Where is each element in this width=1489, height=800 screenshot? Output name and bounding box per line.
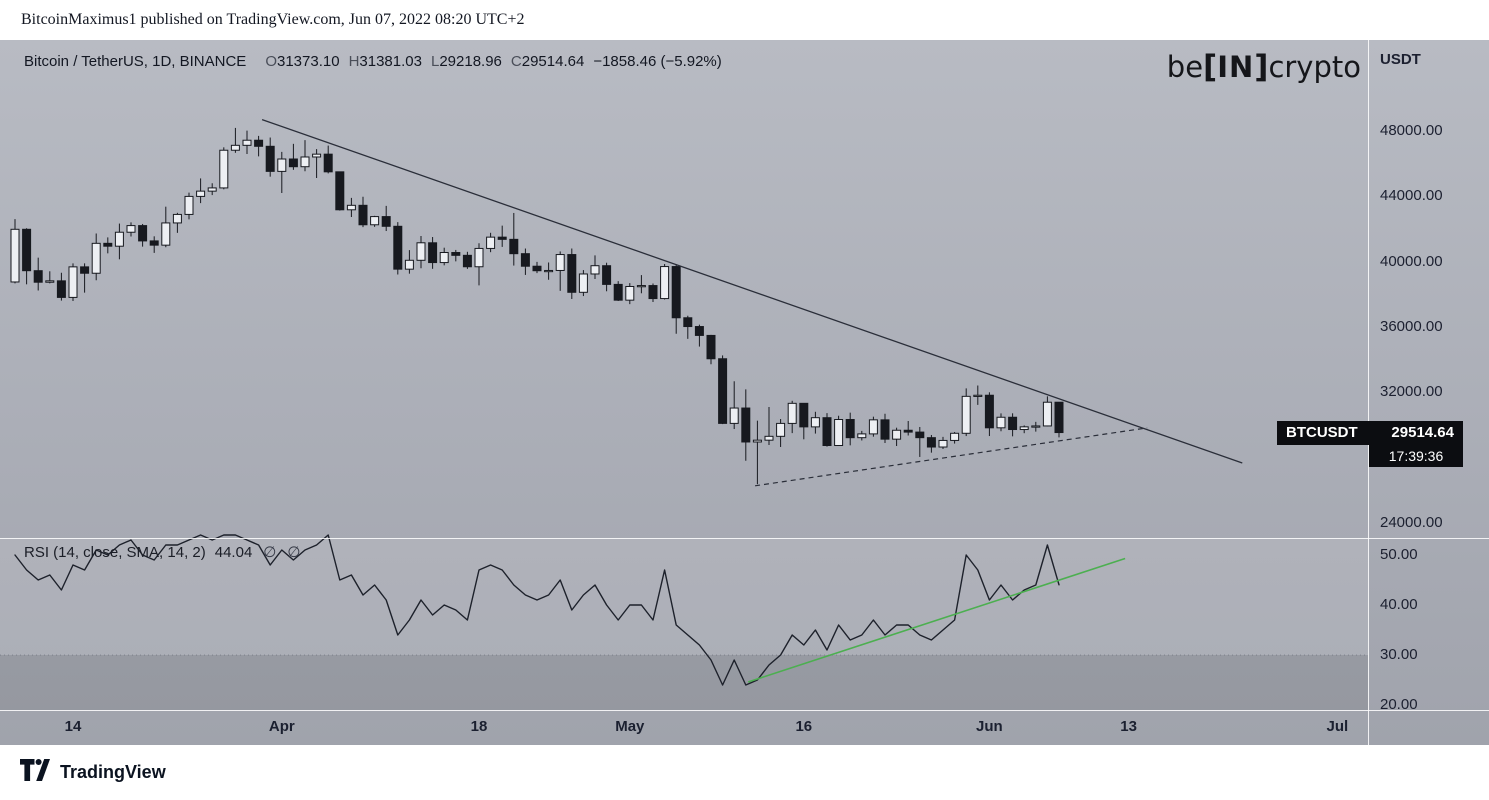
rsi-axis-label: 50.00 (1380, 546, 1418, 563)
last-price-value: 29514.64 (1391, 424, 1454, 442)
rsi-axis-label: 40.00 (1380, 596, 1418, 613)
time-axis-label[interactable]: 16 (795, 718, 813, 735)
price-axis-label: 44000.00 (1380, 187, 1443, 205)
low-label: L (430, 53, 440, 70)
footer: TradingView (0, 745, 1489, 800)
chart-canvas[interactable] (0, 40, 1368, 710)
rsi-axis-label: 20.00 (1380, 696, 1418, 713)
price-axis[interactable]: USDT 48000.00 44000.00 40000.00 36000.00 320… (1369, 40, 1489, 713)
price-axis-label: 24000.00 (1380, 513, 1443, 531)
open-value: 31373.10 (276, 53, 340, 70)
tradingview-wordmark[interactable]: TradingView (60, 762, 166, 782)
publish-header-text: BitcoinMaximus1 published on TradingView… (21, 11, 525, 28)
change-value: −1858.46 (−5.92%) (593, 53, 722, 70)
bar-countdown-tag: 17:39:36 (1369, 444, 1463, 467)
time-axis-label[interactable]: 13 (1120, 718, 1137, 735)
high-label: H (348, 53, 360, 70)
time-axis-label[interactable]: May (615, 718, 645, 735)
price-axis-separator (1368, 40, 1369, 745)
rsi-legend: RSI (14, close, SMA, 14, 2) 44.04 ∅ ∅ (24, 543, 300, 561)
beincrypto-be: be (1166, 50, 1204, 84)
price-axis-label: 32000.00 (1380, 383, 1443, 400)
publish-header: BitcoinMaximus1 published on TradingView… (0, 0, 1489, 40)
rsi-empty-value-icon: ∅ (263, 544, 277, 561)
time-axis-label[interactable]: 14 (64, 718, 82, 735)
rsi-empty-value-icon: ∅ (287, 544, 301, 561)
price-axis-label: 48000.00 (1380, 122, 1443, 139)
symbol-title[interactable]: Bitcoin / TetherUS, 1D, BINANCE (24, 53, 247, 70)
time-axis-label[interactable]: Jun (976, 718, 1003, 735)
beincrypto-crypto: crypto (1268, 50, 1361, 84)
chart-area: Bitcoin / TetherUS, 1D, BINANCE O31373.10… (0, 40, 1489, 745)
price-axis-currency: USDT (1380, 51, 1421, 68)
price-axis-label: 36000.00 (1380, 317, 1443, 335)
time-axis[interactable]: 14 Apr 18 May 16 Jun 13 Jul (0, 711, 1368, 745)
close-value: 29514.64 (521, 53, 585, 70)
time-axis-label[interactable]: Jul (1326, 718, 1349, 735)
rsi-value: 44.04 (214, 544, 253, 561)
high-value: 31381.03 (359, 53, 422, 70)
time-axis-label[interactable]: Apr (268, 718, 295, 735)
price-axis-label: 40000.00 (1380, 252, 1443, 270)
open-label: O (265, 53, 277, 70)
close-label: C (510, 53, 522, 70)
symbol-legend: Bitcoin / TetherUS, 1D, BINANCE O31373.10… (24, 53, 722, 70)
tradingview-logo[interactable] (20, 758, 50, 787)
low-value: 29218.96 (439, 53, 502, 70)
bracket-right-icon: ] (1254, 49, 1269, 85)
beincrypto-logo: be[IN]crypto (1167, 48, 1361, 86)
last-price-symbol: BTCUSDT (1286, 424, 1358, 442)
pane-separator[interactable] (0, 538, 1489, 539)
rsi-title[interactable]: RSI (14, close, SMA, 14, 2) (24, 544, 206, 561)
beincrypto-in: IN (1217, 50, 1255, 84)
time-axis-label[interactable]: 18 (470, 718, 488, 735)
bar-countdown-value: 17:39:36 (1388, 447, 1444, 464)
bracket-left-icon: [ (1203, 49, 1218, 85)
tradingview-logo-icon (20, 758, 50, 781)
time-axis-separator (0, 710, 1489, 711)
last-price-tag: BTCUSDT 29514.64 (1277, 420, 1463, 445)
rsi-axis-label: 30.00 (1380, 646, 1418, 663)
